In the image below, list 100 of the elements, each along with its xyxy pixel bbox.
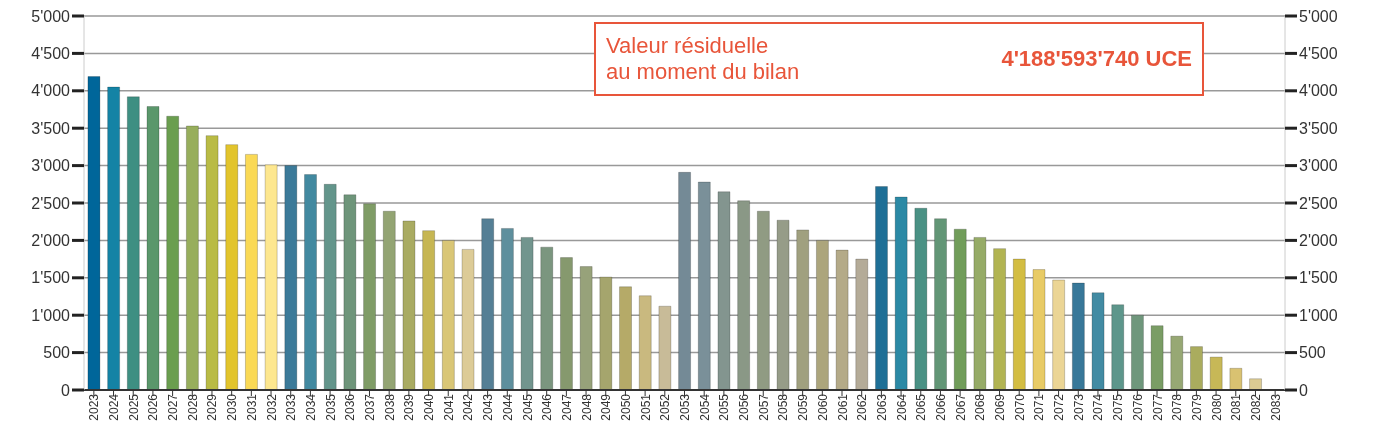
y-tick-label: 1'500	[31, 269, 71, 287]
bar	[422, 230, 436, 390]
x-tick-label: 2049	[599, 393, 614, 421]
x-tick-label: 2058	[776, 393, 791, 421]
y-tick-label: 2'000	[31, 232, 71, 250]
bar	[934, 218, 948, 390]
x-tick-label: 2053	[678, 393, 693, 421]
y2-tick-label: 2'500	[1299, 194, 1338, 212]
x-tick-label: 2028	[185, 393, 200, 421]
x-tick-label: 2079	[1189, 393, 1204, 421]
bar	[500, 227, 514, 390]
x-tick-label: 2074	[1091, 393, 1106, 421]
bar	[894, 196, 908, 390]
x-tick-label: 2023	[87, 393, 102, 421]
bar	[284, 165, 298, 390]
x-tick-label: 2035	[323, 393, 338, 421]
bar	[107, 86, 121, 390]
x-tick-label: 2065	[914, 393, 929, 421]
x-tick-label: 2057	[756, 393, 771, 421]
bar	[1170, 335, 1184, 390]
bar	[520, 236, 534, 390]
bar	[678, 171, 692, 390]
x-tick-label: 2078	[1170, 393, 1185, 421]
x-tick-label: 2026	[146, 393, 161, 421]
x-tick-label: 2056	[737, 393, 752, 421]
x-tick-label: 2055	[717, 393, 732, 421]
y2-tick-label: 3'500	[1299, 119, 1338, 137]
x-tick-label: 2024	[107, 393, 122, 421]
bar	[304, 174, 318, 390]
x-tick-label: 2069	[993, 393, 1008, 421]
x-tick-label: 2050	[618, 393, 633, 421]
bar	[323, 183, 337, 390]
x-tick-label: 2047	[559, 393, 574, 421]
x-tick-label: 2044	[500, 393, 515, 421]
x-tick-label: 2064	[894, 393, 909, 421]
x-tick-label: 2038	[382, 393, 397, 421]
bar	[363, 203, 377, 390]
bar	[402, 220, 416, 390]
bar	[441, 239, 455, 390]
bar	[1032, 269, 1046, 390]
x-tick-label: 2060	[815, 393, 830, 421]
bar	[815, 239, 829, 390]
bar	[697, 181, 711, 390]
bar	[382, 210, 396, 390]
x-tick-label: 2043	[481, 393, 496, 421]
x-tick-label: 2040	[422, 393, 437, 421]
bar	[855, 258, 869, 390]
bar	[264, 164, 278, 390]
bar	[1229, 367, 1243, 390]
y-tick-label: 3'500	[31, 119, 71, 137]
x-tick-label: 2071	[1032, 393, 1047, 421]
y2-tick-label: 4'000	[1299, 82, 1338, 100]
bar	[559, 257, 573, 390]
x-tick-label: 2067	[953, 393, 968, 421]
y-tick-label: 2'500	[31, 194, 71, 212]
bar	[756, 210, 770, 390]
bar	[1111, 304, 1125, 390]
y2-tick-label: 0	[1299, 381, 1308, 399]
x-tick-label: 2032	[264, 393, 279, 421]
x-tick-label: 2048	[579, 393, 594, 421]
bar	[776, 219, 790, 390]
x-tick-label: 2062	[855, 393, 870, 421]
bar	[1190, 346, 1203, 390]
x-tick-label: 2083	[1268, 393, 1283, 421]
bar	[638, 295, 652, 390]
x-tick-label: 2031	[244, 393, 259, 421]
x-tick-label: 2080	[1209, 393, 1224, 421]
x-tick-label: 2034	[303, 393, 318, 421]
x-tick-label: 2070	[1012, 393, 1027, 421]
bar	[1071, 282, 1085, 390]
x-tick-label: 2041	[441, 393, 456, 421]
bar	[599, 276, 613, 390]
bar	[1130, 314, 1144, 390]
y-tick-label: 5'000	[31, 7, 71, 25]
bar	[973, 236, 987, 390]
y2-tick-label: 5'000	[1299, 7, 1338, 25]
bar	[1052, 279, 1066, 390]
bar	[343, 194, 357, 390]
bar	[874, 186, 888, 390]
bar	[658, 305, 672, 390]
annotation: 4'188'593'740 UCE	[1001, 46, 1192, 72]
bar	[953, 228, 967, 390]
y-tick-label: 500	[43, 344, 71, 362]
bar	[87, 76, 101, 390]
y-tick-label: 4'000	[31, 82, 71, 100]
bar	[1012, 258, 1026, 390]
bar	[579, 266, 593, 390]
x-tick-label: 2082	[1248, 393, 1263, 421]
bar	[619, 286, 633, 390]
x-tick-label: 2059	[796, 393, 811, 421]
bar	[461, 248, 475, 390]
y-tick-label: 0	[61, 381, 71, 399]
bar	[146, 106, 160, 390]
x-tick-label: 2072	[1052, 393, 1067, 421]
x-tick-label: 2081	[1229, 393, 1244, 421]
x-tick-label: 2045	[520, 393, 535, 421]
x-tick-label: 2054	[697, 393, 712, 421]
bar	[993, 248, 1007, 390]
x-tick-label: 2076	[1130, 393, 1145, 421]
x-tick-label: 2025	[126, 393, 141, 421]
